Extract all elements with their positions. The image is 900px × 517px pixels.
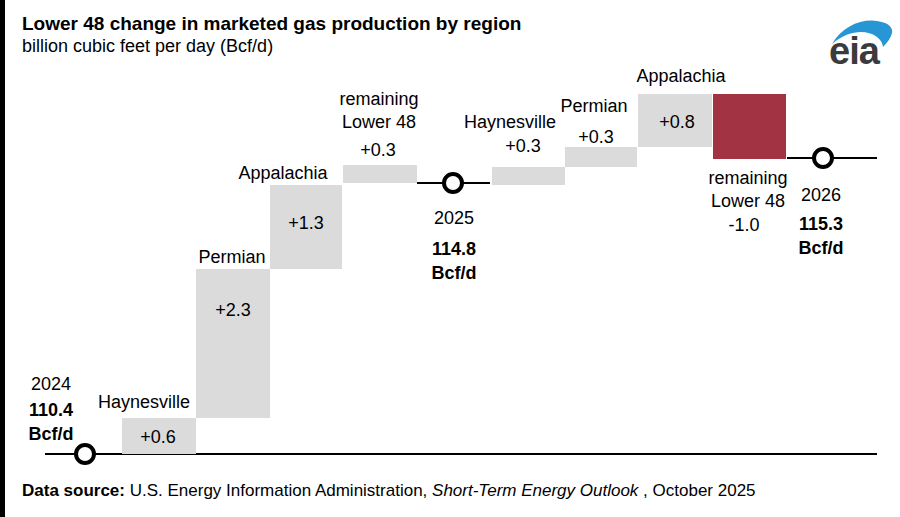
bar-region-label: remaining <box>708 167 787 190</box>
bar-value-label: +0.3 <box>578 126 614 149</box>
anchor-unit-label: Bcf/d <box>432 262 477 285</box>
data-source-publication: Short-Term Energy Outlook <box>432 481 638 500</box>
anchor-value-label: 115.3 <box>799 213 843 236</box>
anchor-unit-label: Bcf/d <box>29 423 74 446</box>
bar-value-label: +1.3 <box>288 212 324 235</box>
bar-region-label: Haynesville <box>464 111 556 134</box>
anchor-marker-2026 <box>812 147 834 169</box>
bar-value-label: +0.8 <box>659 111 695 134</box>
bar-region-label: Haynesville <box>98 391 190 414</box>
anchor-value-label: 110.4 <box>29 399 73 422</box>
bar-region-label: Lower 48 <box>711 190 785 213</box>
data-source-text: U.S. Energy Information Administration, <box>125 481 432 500</box>
bar-value-label: +0.3 <box>360 139 396 162</box>
data-source-date: , October 2025 <box>638 481 755 500</box>
waterfall-bar-remaining-lower-48 <box>713 94 786 159</box>
bar-region-label: Appalachia <box>636 65 725 88</box>
anchor-value-label: 114.8 <box>432 238 476 261</box>
bar-region-label: remaining <box>339 88 418 111</box>
bar-region-label: Appalachia <box>238 162 327 185</box>
waterfall-chart: +0.6 Haynesville +2.3 Permian +1.3 Appalachia… <box>0 0 900 517</box>
waterfall-bar-permian <box>196 269 270 418</box>
anchor-marker-2025 <box>442 172 464 194</box>
bar-region-label: Permian <box>560 95 627 118</box>
chart-page: Lower 48 change in marketed gas producti… <box>0 0 900 517</box>
data-source: Data source: U.S. Energy Information Adm… <box>22 481 756 501</box>
anchor-year-label: 2024 <box>31 373 71 396</box>
anchor-year-label: 2025 <box>434 207 474 230</box>
bar-region-label: Lower 48 <box>342 111 416 134</box>
bar-value-label: +0.6 <box>140 426 176 449</box>
bar-value-label: -1.0 <box>728 214 759 237</box>
anchor-marker-2024 <box>74 443 96 465</box>
waterfall-bar-remaining-lower-48 <box>343 165 417 183</box>
bar-region-label: Permian <box>198 246 265 269</box>
waterfall-bar-haynesville <box>492 167 565 185</box>
anchor-year-label: 2026 <box>801 184 841 207</box>
data-source-label: Data source: <box>22 481 125 500</box>
bar-value-label: +0.3 <box>505 135 541 158</box>
anchor-unit-label: Bcf/d <box>799 237 844 260</box>
waterfall-bar-permian <box>565 147 637 167</box>
bar-value-label: +2.3 <box>215 299 251 322</box>
